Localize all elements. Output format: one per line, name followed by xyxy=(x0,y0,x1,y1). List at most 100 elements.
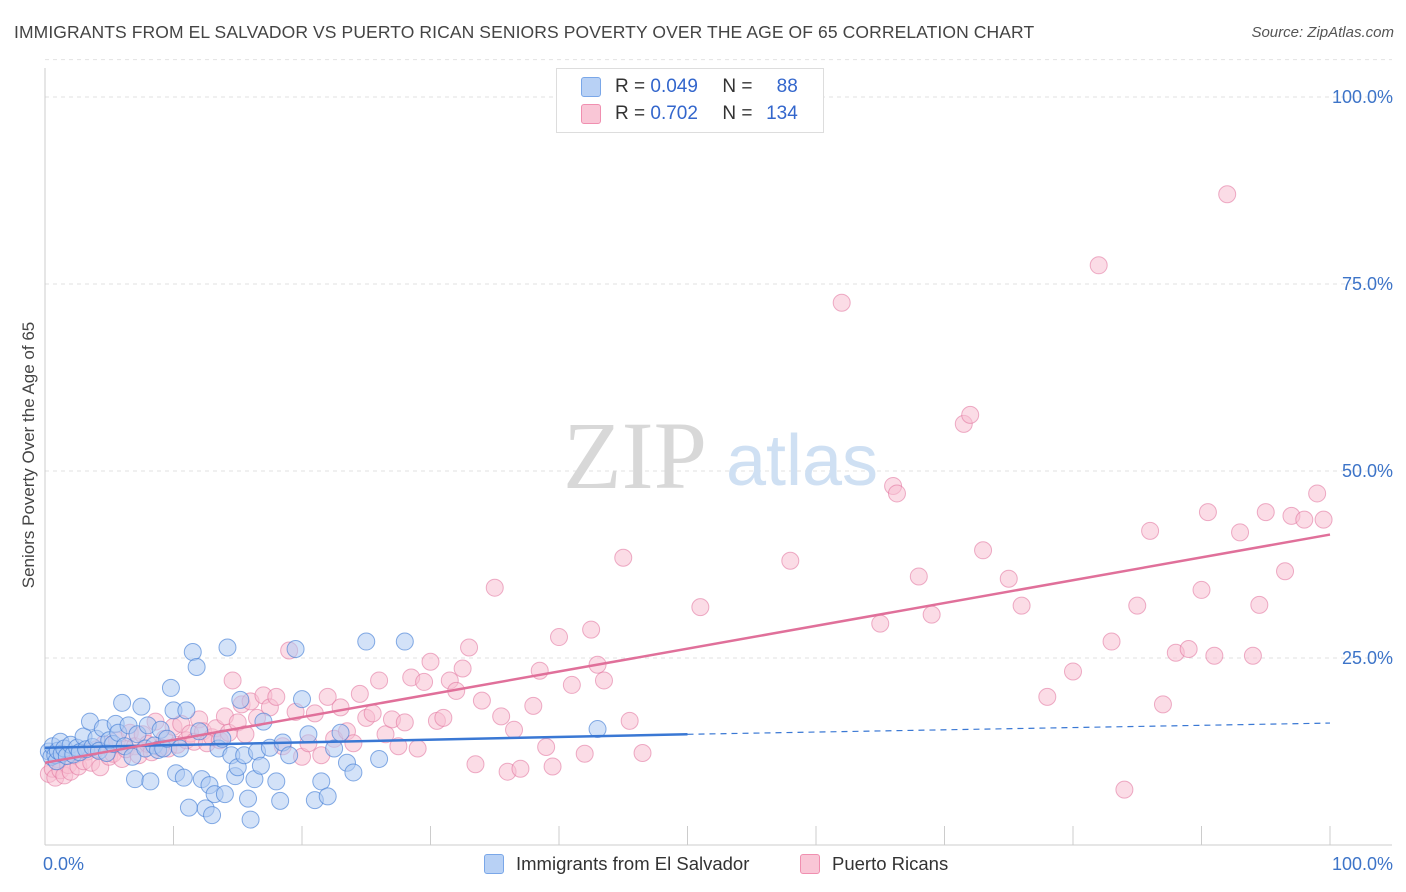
data-point-puerto-rican xyxy=(1141,521,1160,540)
y-tick-label: 25.0% xyxy=(1342,648,1393,668)
data-point-puerto-rican xyxy=(537,738,556,757)
data-point-el-salvador xyxy=(203,806,222,825)
data-point-el-salvador xyxy=(161,678,180,697)
data-point-puerto-rican xyxy=(408,739,427,758)
data-point-el-salvador xyxy=(170,739,189,758)
data-point-el-salvador xyxy=(280,746,299,765)
data-point-puerto-rican xyxy=(524,696,543,715)
data-point-puerto-rican xyxy=(1115,780,1134,799)
data-point-el-salvador xyxy=(239,789,258,808)
trend-line-puerto-ricans xyxy=(44,533,1331,764)
y-axis-label: Seniors Poverty Over the Age of 65 xyxy=(19,321,38,589)
data-point-puerto-rican xyxy=(633,743,652,762)
bottom-legend-label: Puerto Ricans xyxy=(832,853,949,874)
data-point-el-salvador xyxy=(318,787,337,806)
data-point-puerto-rican xyxy=(267,687,286,706)
data-point-el-salvador xyxy=(215,785,234,804)
data-point-el-salvador xyxy=(241,810,260,829)
watermark-atlas: atlas xyxy=(726,421,878,501)
data-point-puerto-rican xyxy=(1038,687,1057,706)
axes xyxy=(44,68,1392,846)
legend-swatch-blue xyxy=(581,77,601,97)
legend-r-label: R = xyxy=(615,76,646,97)
tick-labels: 25.0% 50.0% 75.0% 100.0% 0.0% 100.0% xyxy=(43,87,1393,874)
bottom-legend-puerto-ricans: Puerto Ricans xyxy=(800,852,948,876)
data-point-puerto-rican xyxy=(1064,662,1082,681)
data-point-puerto-rican xyxy=(492,707,511,726)
data-point-puerto-rican xyxy=(543,757,562,776)
data-point-el-salvador xyxy=(299,725,318,744)
trend-line-el-salvador-extension xyxy=(687,722,1331,735)
data-point-puerto-rican xyxy=(1276,562,1295,581)
legend-n-label: N = xyxy=(722,76,753,97)
legend-r-value: 0.049 xyxy=(650,76,698,97)
data-point-puerto-rican xyxy=(331,698,350,717)
data-point-el-salvador xyxy=(179,798,198,817)
data-point-puerto-rican xyxy=(562,675,581,694)
data-point-puerto-rican xyxy=(344,734,363,753)
data-point-puerto-rican xyxy=(376,725,395,744)
data-point-puerto-rican xyxy=(1198,503,1217,522)
data-point-puerto-rican xyxy=(594,671,613,690)
data-point-el-salvador xyxy=(325,739,344,758)
data-point-puerto-rican xyxy=(453,659,472,678)
data-point-puerto-rican xyxy=(318,687,337,706)
data-point-puerto-rican xyxy=(832,293,851,312)
data-point-puerto-rican xyxy=(961,405,980,424)
correlation-legend: R = 0.049 N = 88 R = 0.702 N = 134 xyxy=(556,68,824,133)
data-point-puerto-rican xyxy=(1308,484,1327,503)
legend-n-label: N = xyxy=(722,103,753,124)
x-tick-label: 0.0% xyxy=(43,854,84,874)
y-tick-label: 50.0% xyxy=(1342,461,1393,481)
data-point-puerto-rican xyxy=(1243,646,1262,665)
data-point-puerto-rican xyxy=(1089,256,1108,275)
data-point-puerto-rican xyxy=(1250,595,1269,614)
data-point-puerto-rican xyxy=(1179,640,1198,659)
data-point-puerto-rican xyxy=(974,541,993,560)
data-point-puerto-rican xyxy=(415,672,434,691)
bottom-legend-swatch-blue xyxy=(484,854,504,874)
legend-r-value: 0.702 xyxy=(650,103,698,124)
data-point-puerto-rican xyxy=(909,567,928,586)
data-point-el-salvador xyxy=(183,643,202,662)
legend-row-puerto-ricans: R = 0.702 N = 134 xyxy=(581,102,798,126)
data-point-puerto-rican xyxy=(1153,695,1172,714)
data-point-el-salvador xyxy=(174,768,193,787)
data-point-el-salvador xyxy=(312,772,331,791)
x-tick-label: 100.0% xyxy=(1332,854,1393,874)
trend-lines xyxy=(44,533,1331,764)
data-point-puerto-rican xyxy=(485,578,504,597)
data-point-el-salvador xyxy=(251,756,270,775)
legend-n-value: 134 xyxy=(766,103,798,124)
data-point-puerto-rican xyxy=(887,484,906,503)
legend-swatch-pink xyxy=(581,104,601,124)
watermark: ZIP atlas xyxy=(563,402,878,509)
bottom-legend-swatch-pink xyxy=(800,854,820,874)
watermark-zip: ZIP xyxy=(563,402,707,509)
data-point-puerto-rican xyxy=(575,744,594,763)
data-point-puerto-rican xyxy=(1192,580,1211,599)
bottom-legend-label: Immigrants from El Salvador xyxy=(516,853,750,874)
data-point-puerto-rican xyxy=(395,713,414,732)
data-point-puerto-rican xyxy=(460,638,479,657)
data-point-el-salvador xyxy=(218,638,237,657)
data-point-puerto-rican xyxy=(781,551,800,570)
data-point-puerto-rican xyxy=(871,614,890,633)
data-point-el-salvador xyxy=(141,772,160,791)
data-point-el-salvador xyxy=(177,701,196,720)
data-point-el-salvador xyxy=(113,693,132,712)
data-point-puerto-rican xyxy=(363,704,382,723)
data-point-el-salvador xyxy=(286,640,305,659)
y-tick-label: 75.0% xyxy=(1342,274,1393,294)
gridlines xyxy=(45,59,1392,659)
data-point-puerto-rican xyxy=(511,759,530,778)
legend-n-value: 88 xyxy=(776,76,798,97)
data-point-el-salvador xyxy=(293,690,311,709)
legend-r-label: R = xyxy=(615,103,646,124)
data-point-el-salvador xyxy=(331,723,350,742)
data-point-puerto-rican xyxy=(614,548,633,567)
data-point-puerto-rican xyxy=(1012,596,1031,615)
data-point-puerto-rican xyxy=(922,605,941,624)
data-point-puerto-rican xyxy=(434,708,453,727)
data-point-puerto-rican xyxy=(1295,510,1314,529)
